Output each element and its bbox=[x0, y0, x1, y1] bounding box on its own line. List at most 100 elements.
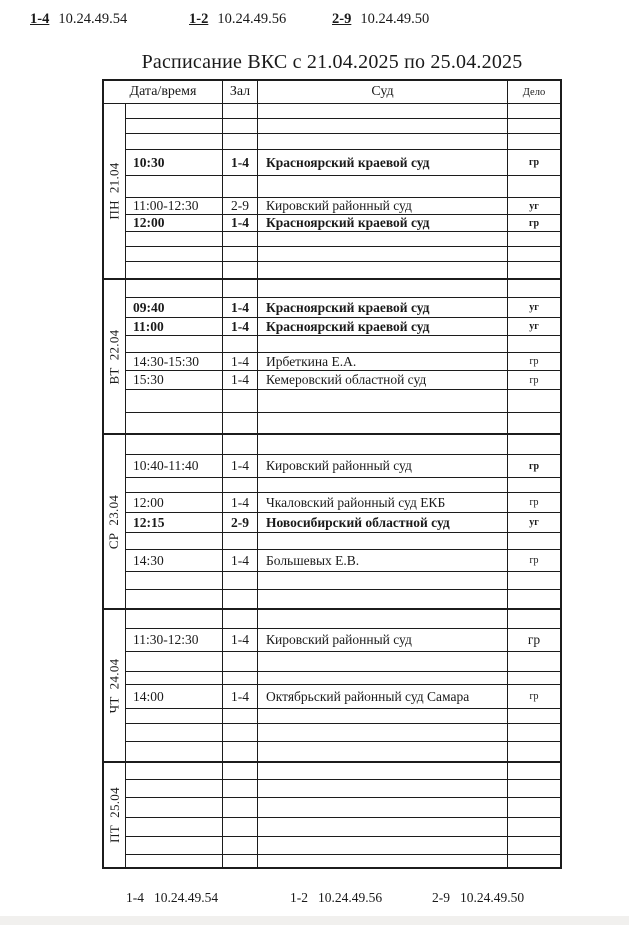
cell-case bbox=[508, 104, 560, 118]
cell-hall bbox=[223, 763, 258, 779]
day-section-СР: СР 23.04 10:40-11:40 1-4 Кировский районный… bbox=[104, 435, 560, 610]
table-row bbox=[126, 855, 560, 867]
cell-time bbox=[126, 798, 223, 817]
cell-hall bbox=[223, 780, 258, 797]
cell-time bbox=[126, 855, 223, 867]
cell-case bbox=[508, 763, 560, 779]
legend-item: 1-2 10.24.49.56 bbox=[189, 11, 286, 28]
cell-case bbox=[508, 572, 560, 589]
cell-case bbox=[508, 176, 560, 197]
cell-hall bbox=[223, 104, 258, 118]
cell-case bbox=[508, 652, 560, 671]
table-row: 12:00 1-4 Красноярский краевой суд гр bbox=[126, 215, 560, 232]
cell-time: 09:40 bbox=[126, 298, 223, 317]
cell-time bbox=[126, 232, 223, 246]
table-row bbox=[126, 247, 560, 262]
table-row bbox=[126, 572, 560, 590]
top-legend: 1-4 10.24.49.54 1-2 10.24.49.56 2-9 10.24.4… bbox=[0, 11, 629, 29]
table-row bbox=[126, 818, 560, 837]
day-section-ПН: ПН 21.04 10:30 1-4 Красноярский краевой суд… bbox=[104, 104, 560, 280]
cell-hall: 1-4 bbox=[223, 215, 258, 231]
cell-time: 14:30-15:30 bbox=[126, 353, 223, 370]
cell-time bbox=[126, 119, 223, 133]
cell-court bbox=[258, 119, 508, 133]
cell-court bbox=[258, 652, 508, 671]
cell-court: Новосибирский областной суд bbox=[258, 513, 508, 532]
table-row bbox=[126, 262, 560, 278]
cell-court bbox=[258, 763, 508, 779]
cell-case bbox=[508, 478, 560, 492]
cell-hall bbox=[223, 435, 258, 454]
cell-court: Большевых Е.В. bbox=[258, 550, 508, 571]
cell-court bbox=[258, 855, 508, 867]
room-code: 1-4 bbox=[30, 11, 50, 27]
cell-time: 11:00 bbox=[126, 318, 223, 335]
cell-court bbox=[258, 837, 508, 854]
cell-hall: 1-4 bbox=[223, 353, 258, 370]
table-row: 11:00 1-4 Красноярский краевой суд уг bbox=[126, 318, 560, 336]
cell-time bbox=[126, 724, 223, 741]
cell-case bbox=[508, 837, 560, 854]
day-label-text: ПН 21.04 bbox=[106, 162, 122, 220]
room-code: 2-9 bbox=[332, 11, 352, 27]
table-row: 15:30 1-4 Кемеровский областной суд гр bbox=[126, 371, 560, 390]
cell-hall bbox=[223, 262, 258, 278]
cell-case: уг bbox=[529, 321, 539, 332]
section-rows: 10:30 1-4 Красноярский краевой суд гр 11:00-… bbox=[126, 104, 560, 278]
cell-time bbox=[126, 672, 223, 684]
room-ip: 10.24.49.50 bbox=[360, 11, 430, 27]
table-row: 11:00-12:30 2-9 Кировский районный суд уг bbox=[126, 198, 560, 215]
cell-hall bbox=[223, 590, 258, 608]
cell-hall bbox=[223, 413, 258, 433]
cell-hall: 1-4 bbox=[223, 371, 258, 389]
cell-court bbox=[258, 280, 508, 297]
cell-case bbox=[508, 232, 560, 246]
cell-time bbox=[126, 572, 223, 589]
table-row bbox=[126, 176, 560, 198]
cell-case: гр bbox=[528, 460, 540, 472]
cell-case bbox=[508, 262, 560, 278]
cell-hall bbox=[223, 176, 258, 197]
cell-time bbox=[126, 590, 223, 608]
cell-hall: 1-4 bbox=[223, 318, 258, 335]
cell-hall bbox=[223, 232, 258, 246]
table-row: 14:30-15:30 1-4 Ирбеткина Е.А. гр bbox=[126, 353, 560, 371]
cell-court bbox=[258, 262, 508, 278]
cell-hall bbox=[223, 572, 258, 589]
table-row bbox=[126, 280, 560, 298]
cell-court bbox=[258, 413, 508, 433]
cell-time bbox=[126, 134, 223, 149]
table-row: 09:40 1-4 Красноярский краевой суд уг bbox=[126, 298, 560, 318]
cell-court: Красноярский краевой суд bbox=[258, 298, 508, 317]
cell-time: 10:30 bbox=[126, 150, 223, 175]
cell-court bbox=[258, 724, 508, 741]
cell-case: гр bbox=[528, 157, 540, 168]
cell-case bbox=[508, 119, 560, 133]
cell-time: 11:30-12:30 bbox=[126, 629, 223, 651]
legend-item: 1-4 10.24.49.54 bbox=[30, 11, 127, 28]
cell-case bbox=[508, 709, 560, 723]
day-label: СР 23.04 bbox=[104, 435, 126, 608]
cell-time: 14:30 bbox=[126, 550, 223, 571]
day-label: ВТ 22.04 bbox=[104, 280, 126, 433]
table-row bbox=[126, 724, 560, 742]
room-code: 1-2 bbox=[189, 11, 209, 27]
cell-hall bbox=[223, 533, 258, 549]
cell-hall: 1-4 bbox=[223, 685, 258, 708]
day-label: ЧТ 24.04 bbox=[104, 610, 126, 761]
cell-hall bbox=[223, 119, 258, 133]
table-row bbox=[126, 134, 560, 150]
cell-hall: 1-4 bbox=[223, 493, 258, 512]
cell-time bbox=[126, 413, 223, 433]
cell-case bbox=[508, 247, 560, 261]
table-row: 10:30 1-4 Красноярский краевой суд гр bbox=[126, 150, 560, 176]
cell-case bbox=[508, 672, 560, 684]
cell-hall bbox=[223, 709, 258, 723]
cell-time bbox=[126, 390, 223, 412]
day-section-ПТ: ПТ 25.04 bbox=[104, 763, 560, 867]
cell-time: 12:00 bbox=[126, 493, 223, 512]
cell-court bbox=[258, 390, 508, 412]
cell-court: Чкаловский районный суд ЕКБ bbox=[258, 493, 508, 512]
cell-court: Кемеровский областной суд bbox=[258, 371, 508, 389]
cell-case: гр bbox=[527, 632, 541, 647]
